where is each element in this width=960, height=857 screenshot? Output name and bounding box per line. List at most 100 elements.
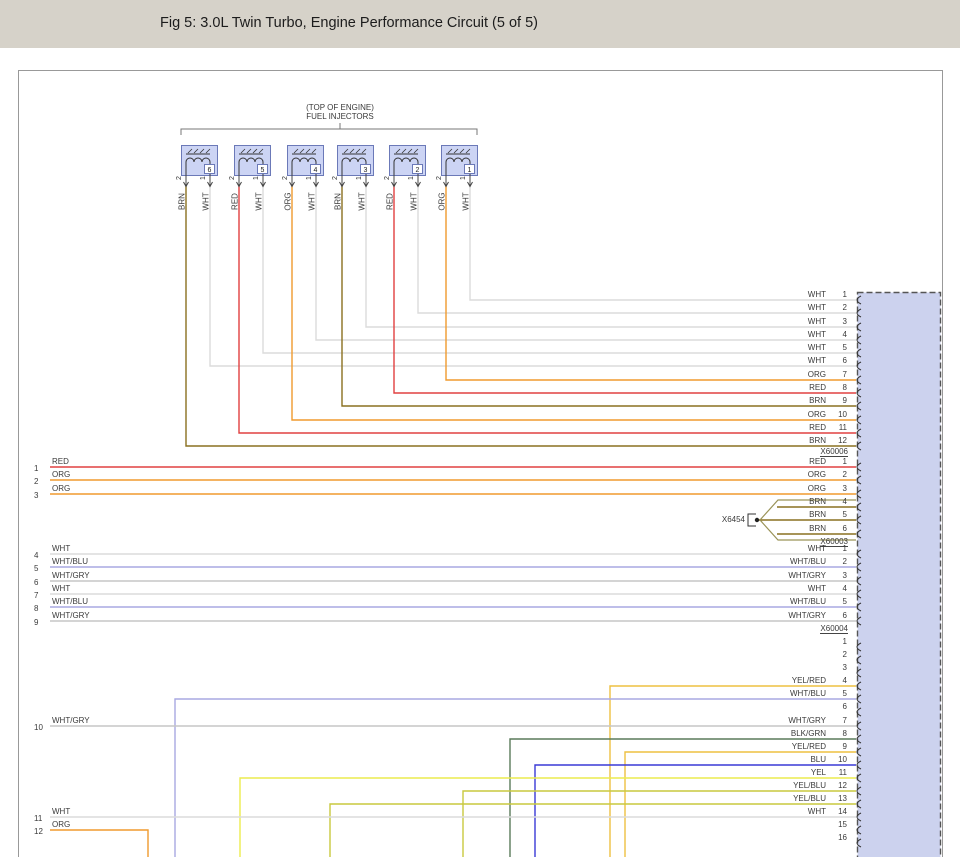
- core-hatch-tick: [343, 148, 349, 154]
- injector-number-plate: [257, 164, 268, 174]
- core-hatch-tick: [193, 148, 199, 154]
- ecm-pin-socket-icon: [856, 773, 862, 783]
- ecm-pin-socket-icon: [856, 707, 862, 717]
- ecm-pin-socket-icon: [856, 489, 862, 499]
- injector-number-plate: [204, 164, 215, 174]
- x6454-connector-outline: [759, 499, 856, 541]
- ecm-pin-socket-icon: [856, 441, 862, 451]
- wire-wht-blu: [174, 698, 856, 857]
- injector-coil: [341, 157, 367, 163]
- wire-org: [291, 185, 856, 421]
- ecm-pin-socket-icon: [856, 799, 862, 809]
- wire-yel-red: [624, 751, 856, 857]
- ecm-pin-socket-icon: [856, 322, 862, 332]
- pin-arrow-icon: [260, 181, 266, 188]
- wire-brn: [341, 185, 856, 407]
- core-hatch-tick: [205, 148, 211, 154]
- core-hatch-tick: [413, 148, 419, 154]
- pin-arrow-icon: [236, 181, 242, 188]
- wire-wht: [315, 185, 856, 341]
- core-hatch-tick: [293, 148, 299, 154]
- core-hatch-tick: [252, 148, 258, 154]
- ecm-pin-socket-icon: [856, 415, 862, 425]
- core-hatch-tick: [349, 148, 355, 154]
- ecm-pin-socket-icon: [856, 515, 862, 525]
- core-hatch-tick: [240, 148, 246, 154]
- core-hatch-tick: [258, 148, 264, 154]
- wire-red: [238, 185, 856, 434]
- ecm-pin-socket-icon: [856, 616, 862, 626]
- ecm-pin-socket-icon: [856, 760, 862, 770]
- injector-number: 5: [261, 167, 265, 174]
- ecm-pin-socket-icon: [856, 428, 862, 438]
- core-hatch-tick: [401, 148, 407, 154]
- ecm-pin-socket-icon: [856, 361, 862, 371]
- x6454-terminal-bracket-icon: [747, 513, 756, 527]
- wire-wht: [469, 185, 856, 301]
- injector-number-plate: [412, 164, 423, 174]
- injector-number: 2: [416, 167, 420, 174]
- core-hatch-tick: [187, 148, 193, 154]
- wire-org: [50, 829, 149, 857]
- ecm-pin-socket-icon: [856, 681, 862, 691]
- core-hatch-tick: [299, 148, 305, 154]
- injector-coil: [393, 157, 419, 163]
- figure-title: Fig 5: 3.0L Twin Turbo, Engine Performan…: [160, 15, 538, 31]
- injector-number-plate: [464, 164, 475, 174]
- injector-number-plate: [360, 164, 371, 174]
- ecm-pin-socket-icon: [856, 642, 862, 652]
- core-hatch-tick: [407, 148, 413, 154]
- wire-blu: [534, 764, 856, 857]
- injector-coil: [291, 157, 317, 163]
- ecm-pin-socket-icon: [856, 562, 862, 572]
- ecm-pin-socket-icon: [856, 549, 862, 559]
- ecm-pin-socket-icon: [856, 295, 862, 305]
- injector-number: 1: [468, 167, 472, 174]
- wire-wht: [262, 185, 856, 354]
- wire-yel-blu: [329, 803, 856, 857]
- ecm-pin-socket-icon: [856, 825, 862, 835]
- ecm-pin-socket-icon: [856, 462, 862, 472]
- core-hatch-tick: [361, 148, 367, 154]
- injector-coil: [185, 157, 211, 163]
- ecm-pin-socket-icon: [856, 589, 862, 599]
- core-hatch-tick: [305, 148, 311, 154]
- pin-arrow-icon: [415, 181, 421, 188]
- wire-brn: [185, 185, 856, 447]
- ecm-pin-socket-icon: [856, 602, 862, 612]
- pin-arrow-icon: [289, 181, 295, 188]
- wire-yel-red: [609, 685, 856, 857]
- wire-yel: [239, 777, 856, 857]
- pin-arrow-icon: [207, 181, 213, 188]
- ecm-pin-socket-icon: [856, 401, 862, 411]
- wire-wht: [417, 185, 856, 314]
- core-hatch-tick: [453, 148, 459, 154]
- pin-arrow-icon: [391, 181, 397, 188]
- wire-yel-blu: [462, 790, 856, 857]
- ecm-module-box: [856, 291, 942, 857]
- core-hatch-tick: [395, 148, 401, 154]
- ecm-pin-socket-icon: [856, 375, 862, 385]
- ecm-pin-socket-icon: [856, 475, 862, 485]
- figure-title-bar: Fig 5: 3.0L Twin Turbo, Engine Performan…: [0, 0, 960, 48]
- wire-red: [393, 185, 856, 394]
- ecm-pin-socket-icon: [856, 734, 862, 744]
- ecm-pin-socket-icon: [856, 529, 862, 539]
- ecm-pin-socket-icon: [856, 747, 862, 757]
- core-hatch-tick: [459, 148, 465, 154]
- injector-coil: [445, 157, 471, 163]
- injector-number: 4: [314, 167, 318, 174]
- injector-coil: [238, 157, 264, 163]
- pin-arrow-icon: [313, 181, 319, 188]
- pin-arrow-icon: [363, 181, 369, 188]
- injector-group-bracket: [180, 128, 478, 135]
- pin-arrow-icon: [467, 181, 473, 188]
- ecm-pin-socket-icon: [856, 668, 862, 678]
- core-hatch-tick: [311, 148, 317, 154]
- x6454-terminal-dot-icon: [754, 517, 760, 523]
- ecm-pin-socket-icon: [856, 308, 862, 318]
- core-hatch-tick: [355, 148, 361, 154]
- pin-arrow-icon: [183, 181, 189, 188]
- core-hatch-tick: [447, 148, 453, 154]
